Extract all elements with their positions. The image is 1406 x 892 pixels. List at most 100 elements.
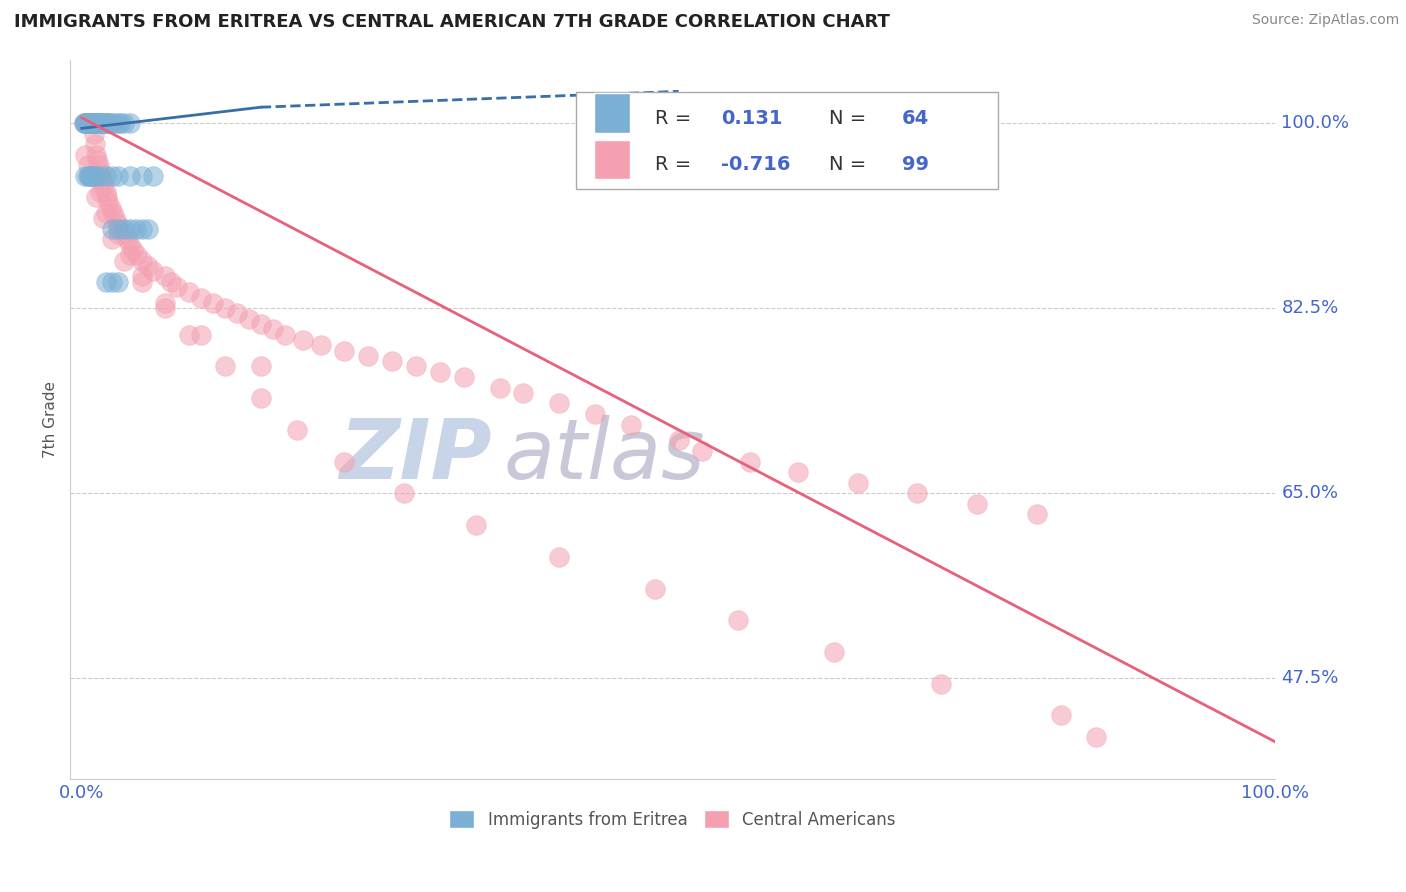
Point bbox=[84, 116, 107, 130]
Point bbox=[131, 275, 153, 289]
Point bbox=[84, 148, 107, 162]
Point bbox=[100, 222, 122, 236]
Text: N =: N = bbox=[830, 155, 866, 174]
Point bbox=[76, 169, 98, 183]
Text: -0.716: -0.716 bbox=[721, 155, 790, 174]
Point bbox=[115, 232, 138, 246]
Point bbox=[142, 169, 165, 183]
Point bbox=[124, 222, 146, 236]
Point bbox=[727, 613, 749, 627]
Point bbox=[79, 116, 101, 130]
Point bbox=[83, 116, 105, 130]
Point bbox=[91, 116, 114, 130]
Point bbox=[83, 127, 105, 141]
Text: 100.0%: 100.0% bbox=[1281, 114, 1350, 132]
Point bbox=[84, 190, 107, 204]
Point bbox=[179, 285, 201, 300]
Point bbox=[548, 396, 571, 410]
Point bbox=[97, 116, 120, 130]
Point bbox=[668, 434, 690, 448]
Point bbox=[262, 322, 284, 336]
Point bbox=[112, 222, 135, 236]
Point bbox=[333, 454, 356, 468]
Point bbox=[75, 116, 97, 130]
Point bbox=[107, 275, 129, 289]
Point bbox=[86, 153, 108, 167]
Point bbox=[80, 116, 103, 130]
Point bbox=[122, 243, 145, 257]
Point bbox=[488, 380, 510, 394]
Point bbox=[131, 222, 153, 236]
Point bbox=[250, 359, 273, 374]
Point bbox=[823, 645, 845, 659]
Point bbox=[740, 454, 762, 468]
Point bbox=[79, 116, 101, 130]
Text: N =: N = bbox=[830, 109, 866, 128]
Text: 82.5%: 82.5% bbox=[1281, 299, 1339, 318]
Point bbox=[82, 116, 104, 130]
Point bbox=[76, 116, 98, 130]
Point bbox=[238, 311, 260, 326]
Point bbox=[77, 116, 100, 130]
Point bbox=[512, 385, 534, 400]
Text: R =: R = bbox=[655, 109, 690, 128]
Point bbox=[107, 116, 129, 130]
Point bbox=[83, 116, 105, 130]
Point bbox=[104, 211, 127, 226]
Point bbox=[79, 116, 101, 130]
Point bbox=[929, 676, 952, 690]
Point bbox=[846, 475, 869, 490]
Point bbox=[214, 359, 236, 374]
Point bbox=[76, 116, 98, 130]
Point bbox=[93, 116, 115, 130]
Point bbox=[131, 169, 153, 183]
Text: 65.0%: 65.0% bbox=[1281, 484, 1339, 502]
Point bbox=[131, 253, 153, 268]
Text: 99: 99 bbox=[901, 155, 929, 174]
Point bbox=[405, 359, 427, 374]
Point bbox=[83, 169, 105, 183]
Text: 64: 64 bbox=[901, 109, 929, 128]
Point bbox=[80, 116, 103, 130]
Point bbox=[84, 116, 107, 130]
Text: 0.131: 0.131 bbox=[721, 109, 782, 128]
Point bbox=[83, 116, 105, 130]
Point bbox=[93, 116, 115, 130]
Point bbox=[96, 116, 118, 130]
Point bbox=[94, 206, 117, 220]
Point bbox=[118, 237, 141, 252]
Point bbox=[79, 169, 101, 183]
Point bbox=[98, 116, 121, 130]
Point bbox=[250, 317, 273, 331]
Point bbox=[118, 222, 141, 236]
Point bbox=[90, 169, 112, 183]
Point bbox=[285, 423, 308, 437]
Point bbox=[548, 549, 571, 564]
Point bbox=[250, 391, 273, 405]
Point bbox=[583, 407, 606, 421]
Point bbox=[333, 343, 356, 358]
Point bbox=[112, 116, 135, 130]
Point bbox=[155, 296, 177, 310]
Point bbox=[76, 116, 98, 130]
Point bbox=[453, 370, 475, 384]
Point bbox=[100, 169, 122, 183]
Point bbox=[84, 169, 107, 183]
Point bbox=[644, 582, 666, 596]
Point bbox=[107, 227, 129, 241]
Point bbox=[100, 116, 122, 130]
Point bbox=[905, 486, 928, 500]
Point bbox=[125, 248, 148, 262]
Point bbox=[381, 354, 404, 368]
Point bbox=[100, 201, 122, 215]
Text: 47.5%: 47.5% bbox=[1281, 669, 1339, 688]
Point bbox=[73, 116, 96, 130]
Point bbox=[77, 116, 100, 130]
Point bbox=[75, 116, 97, 130]
FancyBboxPatch shape bbox=[576, 92, 998, 189]
Y-axis label: 7th Grade: 7th Grade bbox=[44, 381, 58, 458]
Point bbox=[77, 169, 100, 183]
Point bbox=[202, 296, 225, 310]
Point bbox=[1049, 708, 1071, 723]
Point bbox=[77, 116, 100, 130]
